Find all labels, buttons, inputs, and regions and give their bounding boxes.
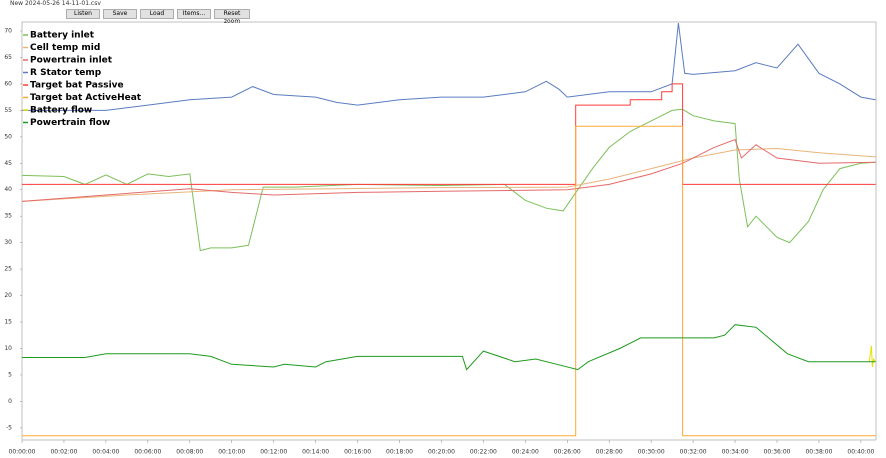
series-line <box>22 83 876 185</box>
y-tick-label: 35 <box>4 213 12 220</box>
series-line <box>21 147 876 202</box>
toolbar: Listen Save Load Items... Reset zoom <box>66 9 250 25</box>
series-line <box>22 23 876 111</box>
x-tick-label: 00:18:00 <box>386 449 413 456</box>
x-tick-label: 00:06:00 <box>134 449 161 456</box>
window-title: New 2024-05-26 14-11-01.csv <box>10 0 101 7</box>
legend-label: Battery inlet <box>30 31 95 41</box>
x-tick-label: 00:36:00 <box>764 449 791 456</box>
x-tick-label: 00:22:00 <box>470 449 497 456</box>
x-tick-label: 00:16:00 <box>344 449 371 456</box>
y-tick-label: 50 <box>4 133 12 140</box>
legend-label: Battery flow <box>30 106 92 116</box>
y-tick-label: 60 <box>4 80 12 87</box>
legend-label: Target bat ActiveHeat <box>30 93 142 103</box>
x-tick-label: 00:26:00 <box>554 449 581 456</box>
x-tick-label: 00:38:00 <box>805 449 832 456</box>
x-tick-label: 00:30:00 <box>638 449 665 456</box>
legend-label: R Stator temp <box>30 68 102 78</box>
x-tick-label: 00:02:00 <box>50 449 77 456</box>
x-tick-label: 00:00:00 <box>9 449 36 456</box>
plot-frame <box>21 21 877 441</box>
y-tick-label: 70 <box>4 27 12 34</box>
button[interactable]: Listen <box>66 9 100 19</box>
x-tick-label: 00:08:00 <box>176 449 203 456</box>
y-tick-label: 0 <box>8 398 12 405</box>
y-tick-label: 40 <box>4 186 12 193</box>
y-tick-label: 55 <box>4 107 12 114</box>
legend-label: Powertrain flow <box>30 118 110 128</box>
button[interactable]: Load <box>140 9 174 19</box>
x-tick-label: 00:34:00 <box>722 449 749 456</box>
series-line <box>21 108 876 252</box>
y-tick-label: 10 <box>4 345 12 352</box>
button[interactable]: Save <box>103 9 137 19</box>
y-tick-label: 15 <box>4 319 12 326</box>
x-tick-label: 00:04:00 <box>92 449 119 456</box>
y-tick-label: -5 <box>6 424 12 431</box>
x-tick-label: 00:32:00 <box>680 449 707 456</box>
x-tick-label: 00:12:00 <box>260 449 287 456</box>
x-tick-label: 00:28:00 <box>596 449 623 456</box>
series-line <box>868 345 876 368</box>
legend-label: Cell temp mid <box>30 43 100 53</box>
series-line <box>21 138 876 202</box>
y-tick-label: 30 <box>4 239 12 246</box>
x-tick-label: 00:20:00 <box>428 449 455 456</box>
y-tick-label: 65 <box>4 54 12 61</box>
y-tick-label: 20 <box>4 292 12 299</box>
legend-label: Powertrain inlet <box>30 56 113 66</box>
y-tick-label: 25 <box>4 266 12 273</box>
x-tick-label: 00:40:00 <box>847 449 874 456</box>
button[interactable]: Items... <box>177 9 211 19</box>
legend-label: Target bat Passive <box>30 81 124 91</box>
y-tick-label: 45 <box>4 160 12 167</box>
series-line <box>22 125 876 437</box>
series-line <box>22 324 876 371</box>
x-tick-label: 00:10:00 <box>218 449 245 456</box>
x-tick-label: 00:14:00 <box>302 449 329 456</box>
x-tick-label: 00:24:00 <box>512 449 539 456</box>
button[interactable]: Reset zoom <box>214 9 250 25</box>
y-tick-label: 5 <box>8 371 12 378</box>
